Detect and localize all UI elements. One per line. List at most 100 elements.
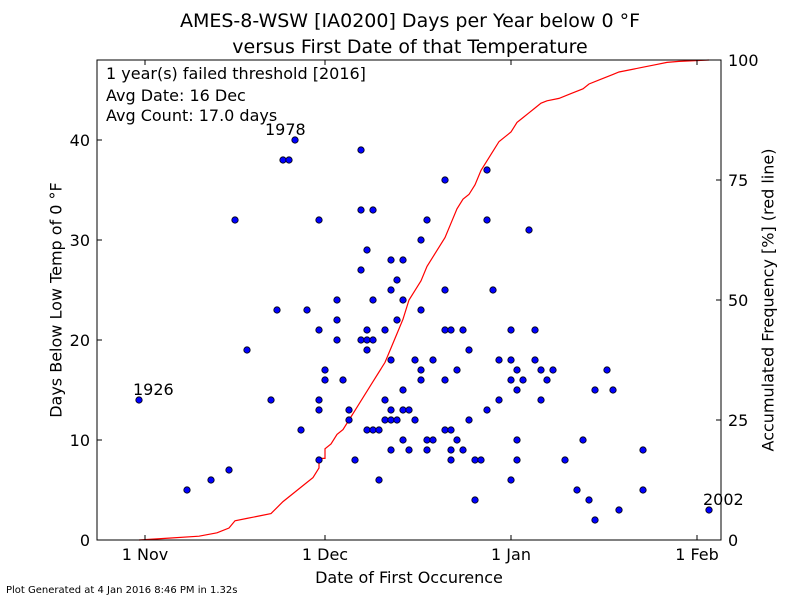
scatter-point — [543, 376, 551, 384]
scatter-point — [447, 426, 455, 434]
x-tick-label: 1 Nov — [122, 545, 169, 564]
scatter-point — [399, 406, 407, 414]
scatter-point — [459, 326, 467, 334]
scatter-point — [351, 456, 359, 464]
scatter-point — [495, 356, 503, 364]
scatter-point — [393, 416, 401, 424]
y-axis-label: Days Below Low Temp of 0 °F — [46, 182, 66, 418]
scatter-point — [357, 206, 365, 214]
scatter-point — [441, 326, 449, 334]
scatter-point — [363, 246, 371, 254]
scatter-point — [303, 306, 311, 314]
scatter-point — [483, 216, 491, 224]
y-tick-label: 10 — [70, 431, 90, 450]
scatter-point — [507, 376, 515, 384]
scatter-point — [387, 406, 395, 414]
scatter-point — [525, 226, 533, 234]
scatter-point — [321, 366, 329, 374]
scatter-point — [363, 426, 371, 434]
x-tick-label: 1 Jan — [491, 545, 531, 564]
info-avg-count: Avg Count: 17.0 days — [106, 106, 278, 125]
scatter-point — [591, 516, 599, 524]
scatter-point — [507, 326, 515, 334]
y-tick-label: 40 — [70, 131, 90, 150]
y2-axis-label: Accumulated Frequency [%] (red line) — [758, 148, 778, 452]
y2-tick-label: 0 — [728, 531, 738, 550]
scatter-point — [183, 486, 191, 494]
plot-generated-footer: Plot Generated at 4 Jan 2016 8:46 PM in … — [6, 585, 238, 596]
scatter-point — [483, 406, 491, 414]
scatter-point — [381, 416, 389, 424]
scatter-point — [465, 416, 473, 424]
x-tick-label: 1 Dec — [302, 545, 348, 564]
scatter-point — [513, 366, 521, 374]
scatter-point — [207, 476, 215, 484]
scatter-point — [357, 146, 365, 154]
scatter-point — [615, 506, 623, 514]
scatter-point — [423, 436, 431, 444]
scatter-point — [639, 486, 647, 494]
scatter-point — [387, 256, 395, 264]
scatter-point — [369, 336, 377, 344]
scatter-point — [345, 406, 353, 414]
scatter-point — [399, 296, 407, 304]
info-avg-date: Avg Date: 16 Dec — [106, 86, 246, 105]
scatter-point — [381, 326, 389, 334]
scatter-point — [465, 346, 473, 354]
scatter-point — [513, 436, 521, 444]
scatter-point — [441, 376, 449, 384]
scatter-point — [369, 426, 377, 434]
scatter-point — [603, 366, 611, 374]
scatter-point — [705, 506, 713, 514]
scatter-point — [135, 396, 143, 404]
scatter-point — [321, 376, 329, 384]
scatter-point — [411, 356, 419, 364]
scatter-point — [231, 216, 239, 224]
scatter-point — [609, 386, 617, 394]
scatter-point — [315, 406, 323, 414]
scatter-point — [363, 336, 371, 344]
scatter-point — [387, 286, 395, 294]
scatter-point — [579, 436, 587, 444]
scatter-point — [429, 436, 437, 444]
scatter-point — [273, 306, 281, 314]
scatter-point — [447, 446, 455, 454]
scatter-point — [441, 286, 449, 294]
scatter-point — [405, 446, 413, 454]
y2-tick-label: 50 — [728, 291, 748, 310]
scatter-point — [375, 476, 383, 484]
scatter-point — [483, 166, 491, 174]
scatter-point — [639, 446, 647, 454]
scatter-point — [285, 156, 293, 164]
scatter-point — [315, 456, 323, 464]
scatter-point — [363, 326, 371, 334]
scatter-point — [345, 416, 353, 424]
y2-tick-label: 25 — [728, 411, 748, 430]
scatter-point — [531, 326, 539, 334]
scatter-point — [357, 266, 365, 274]
scatter-point — [459, 446, 467, 454]
scatter-point — [363, 346, 371, 354]
scatter-point — [447, 326, 455, 334]
scatter-point — [507, 476, 515, 484]
y-tick-label: 20 — [70, 331, 90, 350]
scatter-point — [267, 396, 275, 404]
scatter-point — [471, 456, 479, 464]
point-annotation: 2002 — [703, 490, 744, 509]
scatter-point — [333, 316, 341, 324]
chart-title-line-1: AMES-8-WSW [IA0200] Days per Year below … — [179, 10, 641, 32]
scatter-point — [399, 436, 407, 444]
scatter-point — [453, 366, 461, 374]
y2-tick-label: 100 — [728, 51, 759, 70]
scatter-point — [417, 306, 425, 314]
scatter-point — [513, 386, 521, 394]
y-tick-label: 0 — [80, 531, 90, 550]
scatter-point — [591, 386, 599, 394]
scatter-point — [471, 496, 479, 504]
scatter-point — [441, 426, 449, 434]
x-axis-label: Date of First Occurence — [315, 568, 503, 587]
scatter-point — [477, 456, 485, 464]
scatter-point — [243, 346, 251, 354]
scatter-point — [411, 416, 419, 424]
scatter-point — [537, 366, 545, 374]
